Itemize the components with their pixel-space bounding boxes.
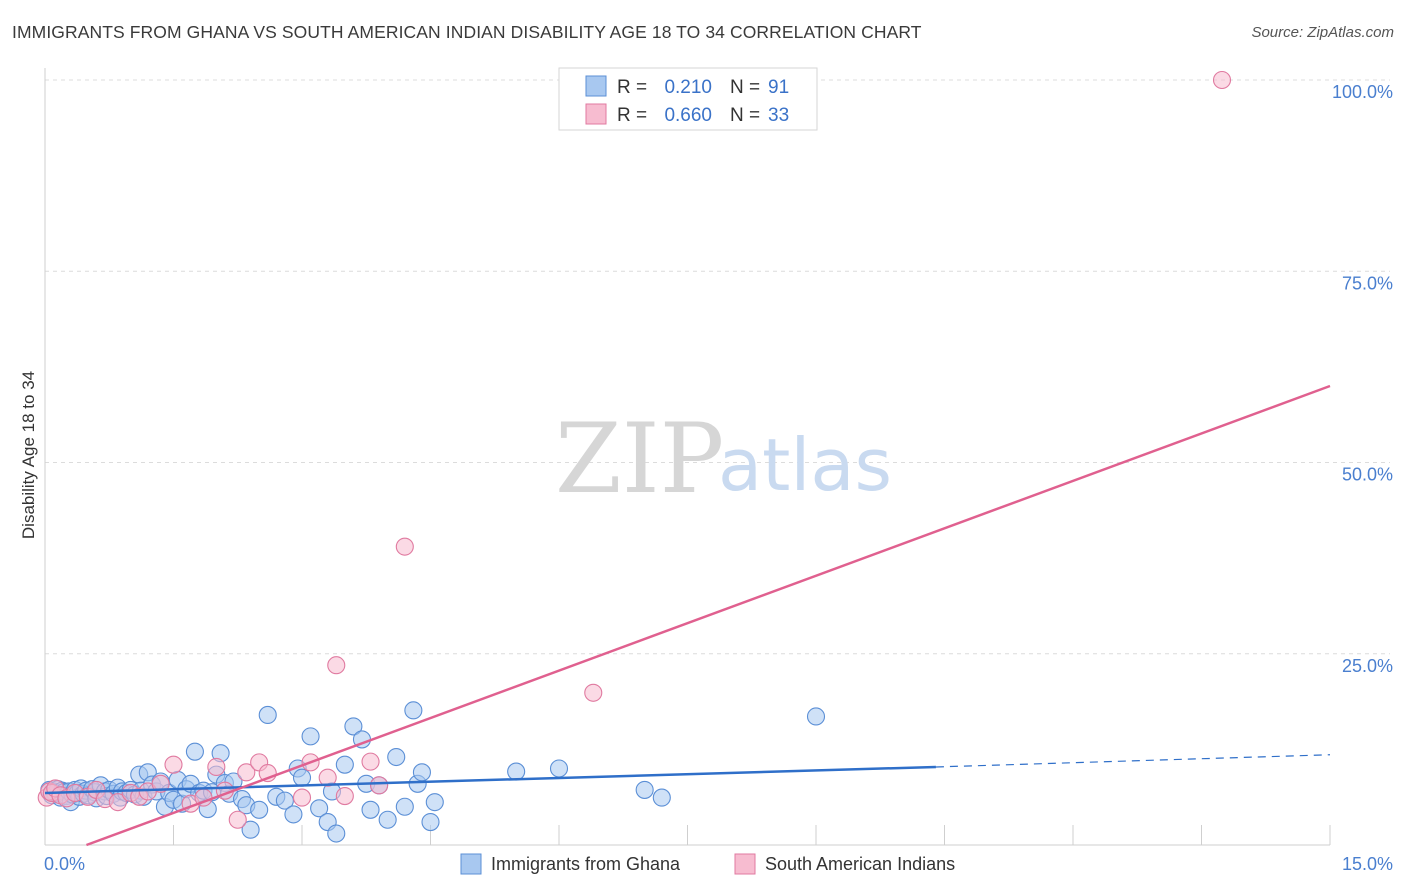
ghana-point <box>425 793 444 812</box>
y-tick-label: 100.0% <box>1332 82 1393 102</box>
ghana-point <box>549 759 569 778</box>
source-label: Source: ZipAtlas.com <box>1251 24 1394 41</box>
south-american-indian-point <box>361 752 380 771</box>
legend-n-value: 91 <box>768 77 789 98</box>
ghana-point <box>284 805 303 824</box>
legend-r-value: 0.660 <box>664 105 712 126</box>
ghana-point <box>241 820 260 839</box>
ghana-point <box>412 763 431 782</box>
south-american-indian-point <box>151 774 170 793</box>
ghana-point <box>421 812 440 832</box>
points-layer <box>37 70 1232 843</box>
south-american-indian-point <box>292 788 312 807</box>
ghana-point <box>387 747 406 767</box>
south-american-indian-point <box>164 755 183 774</box>
trend-lines <box>44 384 1331 847</box>
chart-title: IMMIGRANTS FROM GHANA VS SOUTH AMERICAN … <box>12 22 922 42</box>
watermark-atlas: atlas <box>718 423 892 507</box>
ghana-trend-line <box>44 765 936 795</box>
ghana-point <box>378 810 397 829</box>
ghana-point <box>806 707 826 726</box>
ghana-point <box>635 780 654 799</box>
y-tick-label: 25.0% <box>1342 656 1393 676</box>
legend-box: R = 0.210 N = 91 R = 0.660 N = 33 <box>558 67 818 131</box>
ghana-point <box>361 800 380 819</box>
watermark: ZIP atlas <box>555 403 892 515</box>
south-american-indian-point <box>327 656 346 675</box>
y-axis-label: Disability Age 18 to 34 <box>19 371 38 539</box>
y-tick-label: 75.0% <box>1342 273 1393 293</box>
ghana-point <box>250 800 269 819</box>
legend-r-value: 0.210 <box>664 77 712 98</box>
ghana-point <box>507 762 526 781</box>
watermark-zip: ZIP <box>555 403 724 515</box>
south-american-indian-point <box>228 810 247 829</box>
bottom-legend-label-south-american-indians: South American Indians <box>765 854 955 874</box>
south-american-indian-point <box>370 776 389 795</box>
ghana-point <box>652 788 671 807</box>
x-tick-label: 0.0% <box>44 854 85 874</box>
south-american-indian-point <box>584 683 603 702</box>
south-american-indian-point <box>207 757 226 777</box>
legend-swatch-south-american-indians <box>585 103 607 125</box>
ghana-point <box>258 705 277 725</box>
legend-r-label: R = <box>617 105 647 126</box>
legend-swatch-ghana <box>585 75 607 97</box>
bottom-legend-swatch-ghana <box>460 853 482 875</box>
south-american-indian-point <box>108 793 127 812</box>
south-american-indian-trend-line <box>86 384 1331 847</box>
ghana-point <box>344 717 363 736</box>
ghana-point <box>185 742 204 761</box>
ghana-point <box>395 797 414 816</box>
south-american-indian-point <box>237 763 256 782</box>
south-american-indian-point <box>395 537 414 556</box>
bottom-legend: Immigrants from Ghana South American Indi… <box>460 853 955 875</box>
bottom-legend-swatch-south-american-indians <box>734 853 756 875</box>
south-american-indian-point <box>335 786 354 806</box>
axes-layer: 25.0% 50.0% 75.0% 100.0% 0.0% 15.0% <box>44 68 1393 874</box>
y-tick-label: 50.0% <box>1342 465 1393 485</box>
south-american-indian-point <box>1212 70 1232 90</box>
ghana-point <box>335 755 354 774</box>
legend-n-label: N = <box>730 77 760 98</box>
legend-n-value: 33 <box>768 105 789 126</box>
ghana-point <box>327 824 346 843</box>
ghana-point <box>301 727 320 746</box>
grid-layer <box>45 79 1390 845</box>
ghana-point <box>404 701 423 720</box>
ghana-point <box>275 791 294 810</box>
ghana-trend-extension <box>935 754 1331 768</box>
ghana-point <box>310 799 329 818</box>
legend-n-label: N = <box>730 105 760 126</box>
south-american-indian-point <box>318 768 337 787</box>
bottom-legend-label-ghana: Immigrants from Ghana <box>491 854 681 874</box>
x-tick-label: 15.0% <box>1342 854 1393 874</box>
ghana-point <box>292 768 312 787</box>
legend-r-label: R = <box>617 77 647 98</box>
